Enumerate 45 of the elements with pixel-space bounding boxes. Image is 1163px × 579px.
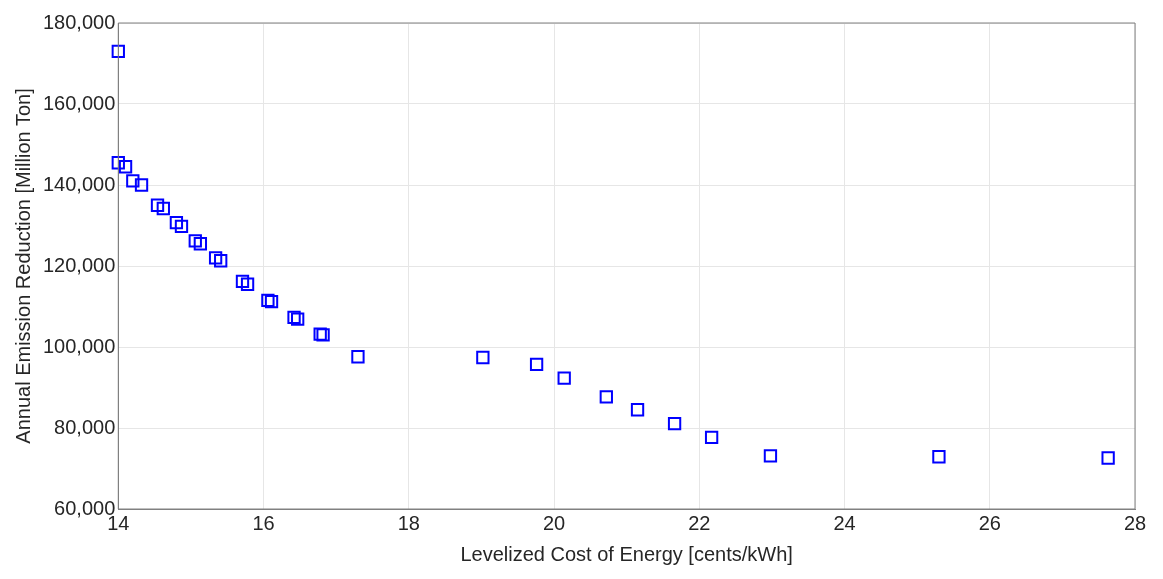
point bbox=[557, 371, 571, 385]
point bbox=[126, 174, 140, 188]
point bbox=[240, 277, 255, 291]
point bbox=[208, 251, 223, 265]
point bbox=[932, 450, 946, 464]
point bbox=[235, 274, 250, 289]
point bbox=[704, 430, 719, 444]
point bbox=[188, 234, 202, 248]
y-tick-label: 160,000 bbox=[43, 91, 116, 114]
point bbox=[476, 350, 490, 365]
point bbox=[1101, 451, 1115, 465]
point bbox=[150, 198, 165, 212]
point bbox=[214, 254, 228, 268]
point bbox=[174, 219, 189, 233]
point bbox=[264, 294, 279, 309]
point bbox=[134, 178, 149, 192]
y-tick-label: 100,000 bbox=[43, 334, 116, 357]
x-axis-title: Levelized Cost of Energy [cents/kWh] bbox=[460, 542, 793, 565]
x-tick-label: 16 bbox=[252, 511, 275, 534]
y-tick-label: 120,000 bbox=[43, 253, 116, 276]
x-tick-label: 18 bbox=[397, 511, 420, 534]
point bbox=[287, 310, 301, 325]
point bbox=[156, 201, 170, 216]
x-tick-label: 26 bbox=[978, 511, 1001, 534]
x-tick-label: 28 bbox=[1123, 511, 1147, 534]
x-tick-label: 22 bbox=[688, 511, 711, 534]
point bbox=[169, 216, 184, 230]
y-axis-title: Annual Emission Reduction [Million Ton] bbox=[11, 88, 34, 444]
point bbox=[118, 160, 133, 174]
point bbox=[261, 293, 275, 308]
y-tick-label: 140,000 bbox=[43, 172, 116, 195]
point bbox=[291, 312, 305, 326]
y-tick-label: 80,000 bbox=[54, 415, 116, 438]
y-tick-label: 180,000 bbox=[43, 10, 116, 33]
point bbox=[111, 44, 125, 59]
x-tick-label: 20 bbox=[542, 511, 566, 534]
point bbox=[351, 350, 365, 364]
point bbox=[763, 449, 778, 463]
point bbox=[111, 156, 125, 170]
point bbox=[667, 416, 682, 431]
point bbox=[193, 237, 208, 251]
point bbox=[599, 390, 613, 404]
point bbox=[529, 357, 544, 372]
point bbox=[630, 403, 645, 417]
x-tick-label: 24 bbox=[833, 511, 856, 534]
